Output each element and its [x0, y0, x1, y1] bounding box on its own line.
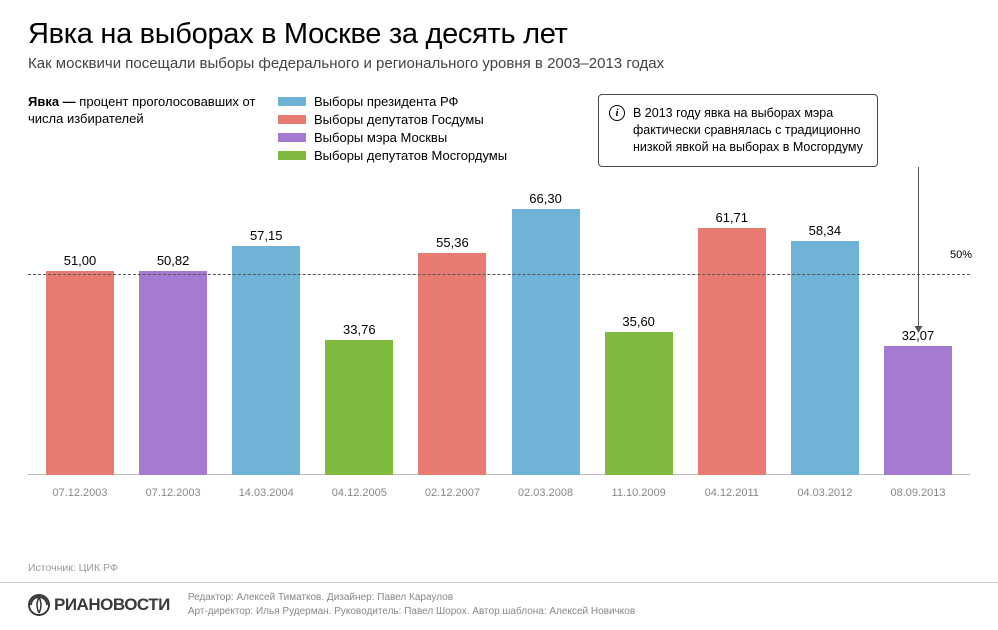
x-axis-label: 02.12.2007 [412, 487, 492, 499]
info-icon: i [609, 105, 625, 121]
x-axis-label: 14.03.2004 [226, 487, 306, 499]
legend-label: Выборы депутатов Мосгордумы [314, 148, 507, 163]
x-axis-label: 04.03.2012 [785, 487, 865, 499]
bar-column: 35,60 [599, 195, 679, 475]
x-axis-label: 02.03.2008 [506, 487, 586, 499]
bar-value-label: 66,30 [512, 191, 580, 206]
x-axis-label: 07.12.2003 [40, 487, 120, 499]
bar-value-label: 51,00 [46, 253, 114, 268]
legend-item: Выборы мэра Москвы [278, 130, 578, 145]
note-box: i В 2013 году явка на выборах мэра факти… [598, 94, 878, 167]
page-title: Явка на выборах в Москве за десять лет [28, 18, 970, 51]
bar-column: 57,15 [226, 195, 306, 475]
bar-column: 51,00 [40, 195, 120, 475]
legend-swatch [278, 97, 306, 106]
source-text: Источник: ЦИК РФ [28, 562, 970, 574]
bar-value-label: 33,76 [325, 322, 393, 337]
legend-swatch [278, 151, 306, 160]
bar-column: 61,71 [692, 195, 772, 475]
credits: Редактор: Алексей Тиматков. Дизайнер: Па… [188, 591, 635, 618]
x-axis-label: 04.12.2011 [692, 487, 772, 499]
reference-line [28, 274, 970, 275]
bar-column: 58,34 [785, 195, 865, 475]
bar: 66,30 [512, 209, 580, 474]
legend-item: Выборы президента РФ [278, 94, 578, 109]
reference-label: 50% [950, 249, 972, 262]
legend-item: Выборы депутатов Госдумы [278, 112, 578, 127]
logo-icon [28, 594, 50, 616]
legend-swatch [278, 133, 306, 142]
page-subtitle: Как москвичи посещали выборы федеральног… [28, 55, 970, 72]
legend-label: Выборы мэра Москвы [314, 130, 447, 145]
x-axis-label: 11.10.2009 [599, 487, 679, 499]
bar-column: 55,36 [412, 195, 492, 475]
bar-value-label: 35,60 [605, 314, 673, 329]
footer: РИАНОВОСТИ Редактор: Алексей Тиматков. Д… [0, 582, 998, 630]
callout-line [918, 167, 919, 327]
bar-value-label: 50,82 [139, 253, 207, 268]
bar: 50,82 [139, 271, 207, 474]
bar: 61,71 [698, 228, 766, 475]
bar: 58,34 [791, 241, 859, 474]
bar: 51,00 [46, 271, 114, 475]
bar: 33,76 [325, 340, 393, 475]
bar-column: 66,30 [506, 195, 586, 475]
chart-legend: Выборы президента РФ Выборы депутатов Гос… [278, 94, 578, 166]
legend-item: Выборы депутатов Мосгордумы [278, 148, 578, 163]
bar: 55,36 [418, 253, 486, 474]
logo-text: РИАНОВОСТИ [54, 595, 170, 615]
legend-label: Выборы президента РФ [314, 94, 458, 109]
bar-column: 50,82 [133, 195, 213, 475]
bar-value-label: 58,34 [791, 223, 859, 238]
bar-value-label: 57,15 [232, 228, 300, 243]
bar: 57,15 [232, 246, 300, 475]
note-text: В 2013 году явка на выборах мэра фактиче… [633, 106, 863, 154]
x-axis-label: 08.09.2013 [878, 487, 958, 499]
x-axis-label: 07.12.2003 [133, 487, 213, 499]
callout-arrow-icon [914, 326, 922, 333]
bar: 35,60 [605, 332, 673, 474]
definition-text: Явка — процент проголосовавших от числа … [28, 94, 258, 128]
bar-value-label: 55,36 [418, 235, 486, 250]
bar-chart: 51,00 50,82 57,15 33,76 55,36 66,30 35,60 61,71… [28, 195, 970, 475]
legend-label: Выборы депутатов Госдумы [314, 112, 484, 127]
bar: 32,07 [884, 346, 952, 474]
x-axis-label: 04.12.2005 [319, 487, 399, 499]
logo: РИАНОВОСТИ [28, 594, 170, 616]
legend-swatch [278, 115, 306, 124]
bar-value-label: 61,71 [698, 210, 766, 225]
bar-column: 33,76 [319, 195, 399, 475]
